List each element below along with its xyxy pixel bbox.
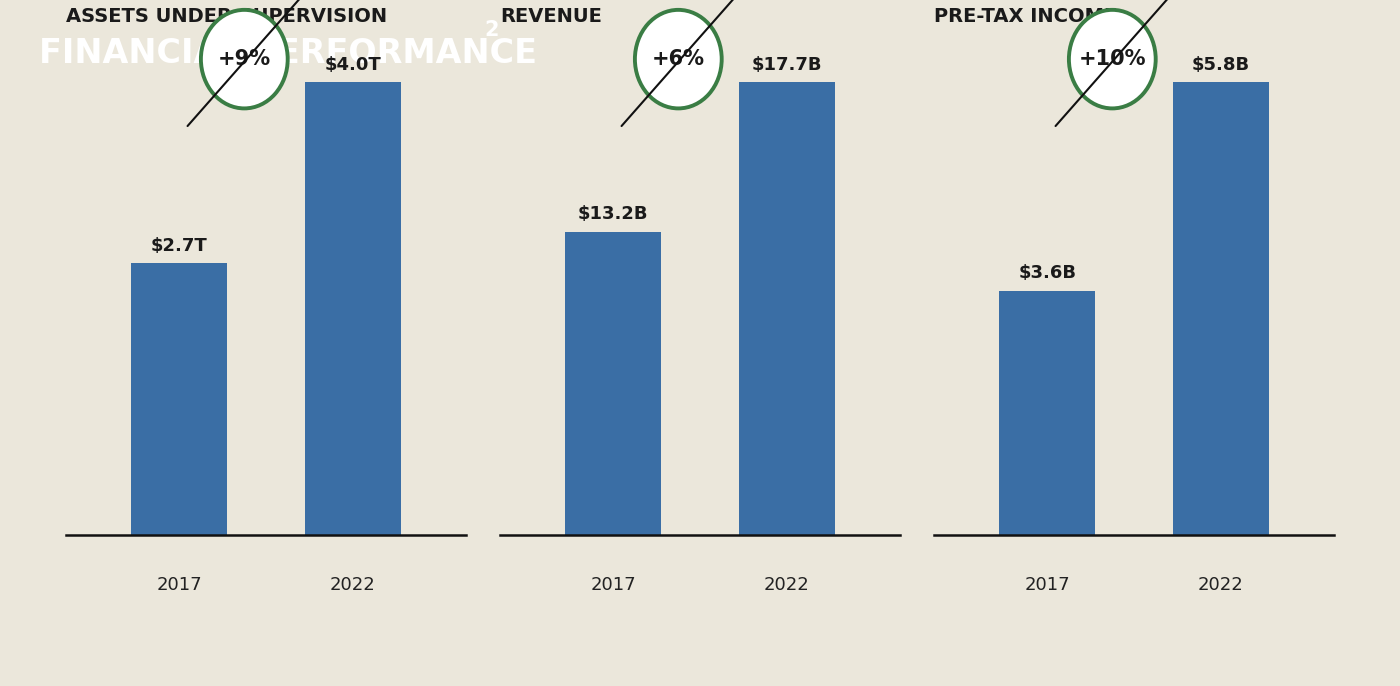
Text: REVENUE: REVENUE xyxy=(500,7,602,26)
Text: $2.7T: $2.7T xyxy=(151,237,207,255)
Text: 2017: 2017 xyxy=(157,576,202,593)
Text: PRE-TAX INCOME: PRE-TAX INCOME xyxy=(934,7,1117,26)
Bar xyxy=(566,232,661,535)
Text: $17.7B: $17.7B xyxy=(752,56,822,73)
Text: $3.6B: $3.6B xyxy=(1018,264,1077,282)
Text: 2: 2 xyxy=(484,20,498,40)
Text: 2022: 2022 xyxy=(330,576,375,593)
Text: +9%: +9% xyxy=(218,49,270,69)
Text: 2017: 2017 xyxy=(591,576,636,593)
Text: ASSETS UNDER SUPERVISION: ASSETS UNDER SUPERVISION xyxy=(66,7,388,26)
Text: $13.2B: $13.2B xyxy=(578,205,648,223)
Text: FINANCIAL PERFORMANCE: FINANCIAL PERFORMANCE xyxy=(39,36,538,70)
Text: $4.0T: $4.0T xyxy=(325,56,381,73)
Bar xyxy=(1000,291,1095,535)
Bar xyxy=(739,82,834,535)
Text: 2017: 2017 xyxy=(1025,576,1070,593)
Text: +6%: +6% xyxy=(652,49,704,69)
Ellipse shape xyxy=(202,10,288,108)
Ellipse shape xyxy=(1070,10,1156,108)
Text: 2022: 2022 xyxy=(764,576,809,593)
Ellipse shape xyxy=(634,10,722,108)
Bar xyxy=(1173,82,1268,535)
Bar xyxy=(305,82,400,535)
Text: 2022: 2022 xyxy=(1198,576,1243,593)
Bar xyxy=(132,263,227,535)
Text: +10%: +10% xyxy=(1078,49,1147,69)
Text: $5.8B: $5.8B xyxy=(1191,56,1250,73)
